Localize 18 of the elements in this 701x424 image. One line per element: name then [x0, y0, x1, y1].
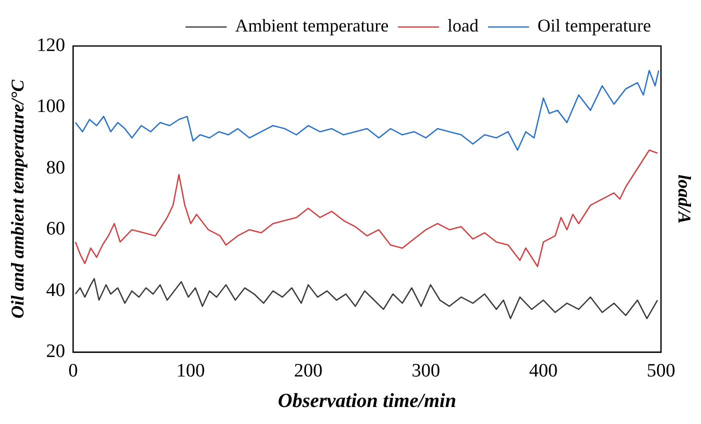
y-tick-label: 100 — [36, 96, 66, 118]
x-tick-label: 100 — [176, 360, 205, 382]
legend-label: load — [448, 16, 479, 36]
x-tick-label: 400 — [529, 360, 558, 382]
y-tick-label: 20 — [46, 341, 66, 362]
x-tick-label: 200 — [294, 360, 323, 382]
x-tick-label: 0 — [68, 360, 78, 382]
x-axis-title: Observation time/min — [278, 390, 456, 412]
x-tick-label: 300 — [412, 360, 440, 382]
y-tick-label: 40 — [46, 280, 66, 301]
y-tick-label: 120 — [36, 34, 66, 56]
y-axis-title: Oil and ambient temperature/°C — [7, 78, 28, 318]
y-tick-label: 60 — [46, 218, 66, 240]
legend-label: Ambient temperature — [235, 16, 389, 36]
x-tick-label: 500 — [646, 360, 676, 382]
y-tick-label: 80 — [46, 157, 66, 178]
legend-label: Oil temperature — [538, 16, 652, 36]
y2-axis-title: load/A — [674, 174, 694, 224]
